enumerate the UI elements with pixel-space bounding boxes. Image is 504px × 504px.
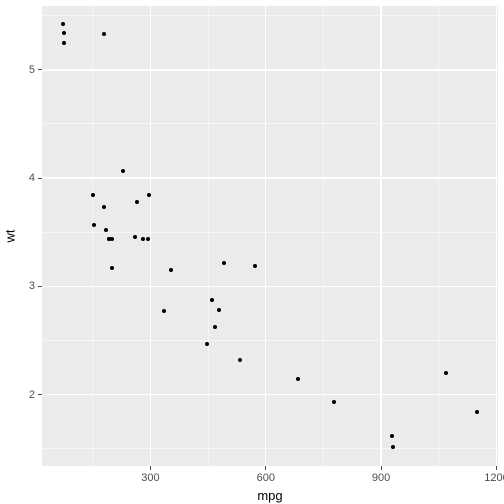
y-tick-label: 2	[29, 389, 35, 401]
minor-gridline-v	[323, 6, 324, 466]
panel-background	[42, 6, 498, 466]
data-point	[104, 228, 108, 232]
minor-gridline-h	[42, 448, 498, 449]
data-point	[217, 308, 221, 312]
data-point	[210, 298, 214, 302]
minor-gridline-h	[42, 15, 498, 16]
minor-gridline-v	[92, 6, 93, 466]
y-tick-label: 4	[29, 172, 35, 184]
minor-gridline-h	[42, 123, 498, 124]
y-tick-mark	[38, 286, 42, 287]
x-tick-label: 900	[372, 472, 390, 484]
data-point	[92, 223, 96, 227]
x-tick-label: 1200	[484, 472, 504, 484]
data-point	[238, 358, 242, 362]
data-point	[141, 237, 145, 241]
data-point	[475, 410, 479, 414]
data-point	[62, 31, 66, 35]
x-tick-label: 300	[141, 472, 159, 484]
data-point	[110, 237, 114, 241]
data-point	[146, 237, 150, 241]
y-tick-mark	[38, 178, 42, 179]
data-point	[205, 342, 209, 346]
data-point	[391, 445, 395, 449]
data-point	[253, 264, 257, 268]
data-point	[110, 266, 114, 270]
data-point	[222, 261, 226, 265]
data-point	[133, 235, 137, 239]
x-tick-mark	[381, 466, 382, 470]
data-point	[169, 268, 173, 272]
y-tick-mark	[38, 69, 42, 70]
data-point	[213, 325, 217, 329]
data-point	[444, 371, 448, 375]
major-gridline-h	[42, 69, 498, 70]
data-point	[62, 41, 66, 45]
data-point	[91, 193, 95, 197]
y-tick-label: 5	[29, 64, 35, 76]
major-gridline-v	[380, 6, 381, 466]
major-gridline-h	[42, 394, 498, 395]
minor-gridline-h	[42, 340, 498, 341]
minor-gridline-v	[438, 6, 439, 466]
data-point	[332, 400, 336, 404]
x-axis-title: mpg	[257, 488, 282, 503]
data-point	[121, 169, 125, 173]
major-gridline-h	[42, 286, 498, 287]
plot-panel	[42, 6, 498, 466]
major-gridline-v	[150, 6, 151, 466]
data-point	[135, 200, 139, 204]
major-gridline-v	[265, 6, 266, 466]
figure: wt mpg 300 600 900 1200 2 3 4 5	[0, 0, 504, 504]
major-gridline-h	[42, 177, 498, 178]
minor-gridline-v	[208, 6, 209, 466]
y-tick-label: 3	[29, 280, 35, 292]
data-point	[296, 377, 300, 381]
data-point	[162, 309, 166, 313]
x-tick-mark	[150, 466, 151, 470]
major-gridline-v	[496, 6, 497, 466]
data-point	[390, 434, 394, 438]
minor-gridline-h	[42, 232, 498, 233]
data-point	[102, 205, 106, 209]
data-point	[61, 22, 65, 26]
x-tick-label: 600	[257, 472, 275, 484]
y-axis-title: wt	[3, 230, 18, 243]
data-point	[147, 193, 151, 197]
x-tick-mark	[496, 466, 497, 470]
data-point	[102, 32, 106, 36]
y-tick-mark	[38, 394, 42, 395]
x-tick-mark	[265, 466, 266, 470]
